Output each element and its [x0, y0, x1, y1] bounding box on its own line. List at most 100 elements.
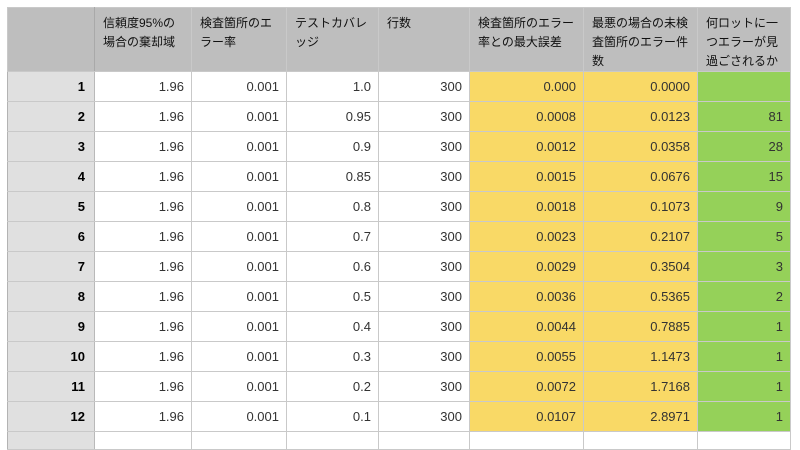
column-header[interactable]: 何ロットに一つエラーが見過ごされるか: [697, 7, 791, 72]
cell[interactable]: 1.96: [94, 371, 192, 402]
cell[interactable]: 300: [378, 251, 470, 282]
cell[interactable]: 300: [378, 161, 470, 192]
cell[interactable]: 3: [697, 251, 791, 282]
cell[interactable]: 0.4: [286, 311, 379, 342]
column-header[interactable]: 信頼度95%の場合の棄却域: [94, 7, 192, 72]
cell[interactable]: 15: [697, 161, 791, 192]
cell[interactable]: 0.0023: [469, 221, 584, 252]
cell[interactable]: 5: [697, 221, 791, 252]
cell[interactable]: 1.96: [94, 401, 192, 432]
row-header[interactable]: 12: [7, 401, 95, 432]
row-header[interactable]: 6: [7, 221, 95, 252]
cell[interactable]: 0.001: [191, 71, 287, 102]
cell[interactable]: 0.2107: [583, 221, 698, 252]
cell[interactable]: 0.0072: [469, 371, 584, 402]
column-header[interactable]: 検査箇所のエラー率: [191, 7, 287, 72]
cell[interactable]: 0.5: [286, 281, 379, 312]
cell[interactable]: 0.001: [191, 281, 287, 312]
cell[interactable]: 0.6: [286, 251, 379, 282]
column-header[interactable]: 行数: [378, 7, 470, 72]
cell[interactable]: 0.8: [286, 191, 379, 222]
cell[interactable]: 1.1473: [583, 341, 698, 372]
cell[interactable]: 1.96: [94, 251, 192, 282]
cell[interactable]: 2.8971: [583, 401, 698, 432]
cell[interactable]: 0.85: [286, 161, 379, 192]
cell[interactable]: 9: [697, 191, 791, 222]
cell[interactable]: 0.0358: [583, 131, 698, 162]
cell[interactable]: 0.5365: [583, 281, 698, 312]
cell[interactable]: 0.3504: [583, 251, 698, 282]
row-header[interactable]: 9: [7, 311, 95, 342]
cell[interactable]: 0.001: [191, 131, 287, 162]
cell[interactable]: 28: [697, 131, 791, 162]
cell[interactable]: 1.96: [94, 341, 192, 372]
cell[interactable]: [697, 71, 791, 102]
cell[interactable]: 0.1073: [583, 191, 698, 222]
cell[interactable]: 1.96: [94, 101, 192, 132]
corner-cell[interactable]: [7, 7, 95, 72]
column-header[interactable]: 最悪の場合の未検査箇所のエラー件数: [583, 7, 698, 72]
cell[interactable]: 0.0676: [583, 161, 698, 192]
row-header[interactable]: 2: [7, 101, 95, 132]
cell[interactable]: 0.000: [469, 71, 584, 102]
cell[interactable]: 0.0044: [469, 311, 584, 342]
cell[interactable]: 0.0036: [469, 281, 584, 312]
cell[interactable]: 1.96: [94, 311, 192, 342]
cell[interactable]: 1.7168: [583, 371, 698, 402]
cell[interactable]: 0.0055: [469, 341, 584, 372]
cell[interactable]: 0.0018: [469, 191, 584, 222]
cell[interactable]: 1.96: [94, 161, 192, 192]
row-header[interactable]: 3: [7, 131, 95, 162]
cell[interactable]: 0.0029: [469, 251, 584, 282]
cell[interactable]: 0.0015: [469, 161, 584, 192]
cell[interactable]: 0.001: [191, 191, 287, 222]
cell[interactable]: 0.0107: [469, 401, 584, 432]
cell[interactable]: 1: [697, 401, 791, 432]
row-header[interactable]: 8: [7, 281, 95, 312]
cell[interactable]: 0.001: [191, 401, 287, 432]
cell[interactable]: 1.96: [94, 131, 192, 162]
row-header[interactable]: 7: [7, 251, 95, 282]
cell[interactable]: 0.0123: [583, 101, 698, 132]
cell[interactable]: 0.7: [286, 221, 379, 252]
cell[interactable]: 300: [378, 371, 470, 402]
row-header[interactable]: 5: [7, 191, 95, 222]
row-header[interactable]: 4: [7, 161, 95, 192]
row-header[interactable]: 11: [7, 371, 95, 402]
cell[interactable]: 2: [697, 281, 791, 312]
cell[interactable]: 0.95: [286, 101, 379, 132]
column-header[interactable]: 検査箇所のエラー率との最大誤差: [469, 7, 584, 72]
cell[interactable]: 300: [378, 311, 470, 342]
cell[interactable]: 0.9: [286, 131, 379, 162]
column-header[interactable]: テストカバレッジ: [286, 7, 379, 72]
cell[interactable]: 0.001: [191, 371, 287, 402]
cell[interactable]: 300: [378, 281, 470, 312]
cell[interactable]: 0.7885: [583, 311, 698, 342]
row-header[interactable]: 1: [7, 71, 95, 102]
row-header[interactable]: 10: [7, 341, 95, 372]
cell[interactable]: 1.96: [94, 221, 192, 252]
cell[interactable]: 0.2: [286, 371, 379, 402]
cell[interactable]: 1: [697, 311, 791, 342]
cell[interactable]: 1: [697, 341, 791, 372]
cell[interactable]: 1.96: [94, 281, 192, 312]
cell[interactable]: 0.1: [286, 401, 379, 432]
cell[interactable]: 81: [697, 101, 791, 132]
cell[interactable]: 0.001: [191, 101, 287, 132]
cell[interactable]: 1: [697, 371, 791, 402]
cell[interactable]: 0.0000: [583, 71, 698, 102]
cell[interactable]: 300: [378, 191, 470, 222]
cell[interactable]: 0.3: [286, 341, 379, 372]
cell[interactable]: 300: [378, 341, 470, 372]
cell[interactable]: 0.001: [191, 311, 287, 342]
cell[interactable]: 0.001: [191, 161, 287, 192]
cell[interactable]: 0.001: [191, 341, 287, 372]
cell[interactable]: 1.0: [286, 71, 379, 102]
cell[interactable]: 300: [378, 131, 470, 162]
cell[interactable]: 300: [378, 401, 470, 432]
cell[interactable]: 300: [378, 71, 470, 102]
cell[interactable]: 0.0008: [469, 101, 584, 132]
cell[interactable]: 0.001: [191, 221, 287, 252]
cell[interactable]: 300: [378, 101, 470, 132]
cell[interactable]: 1.96: [94, 71, 192, 102]
